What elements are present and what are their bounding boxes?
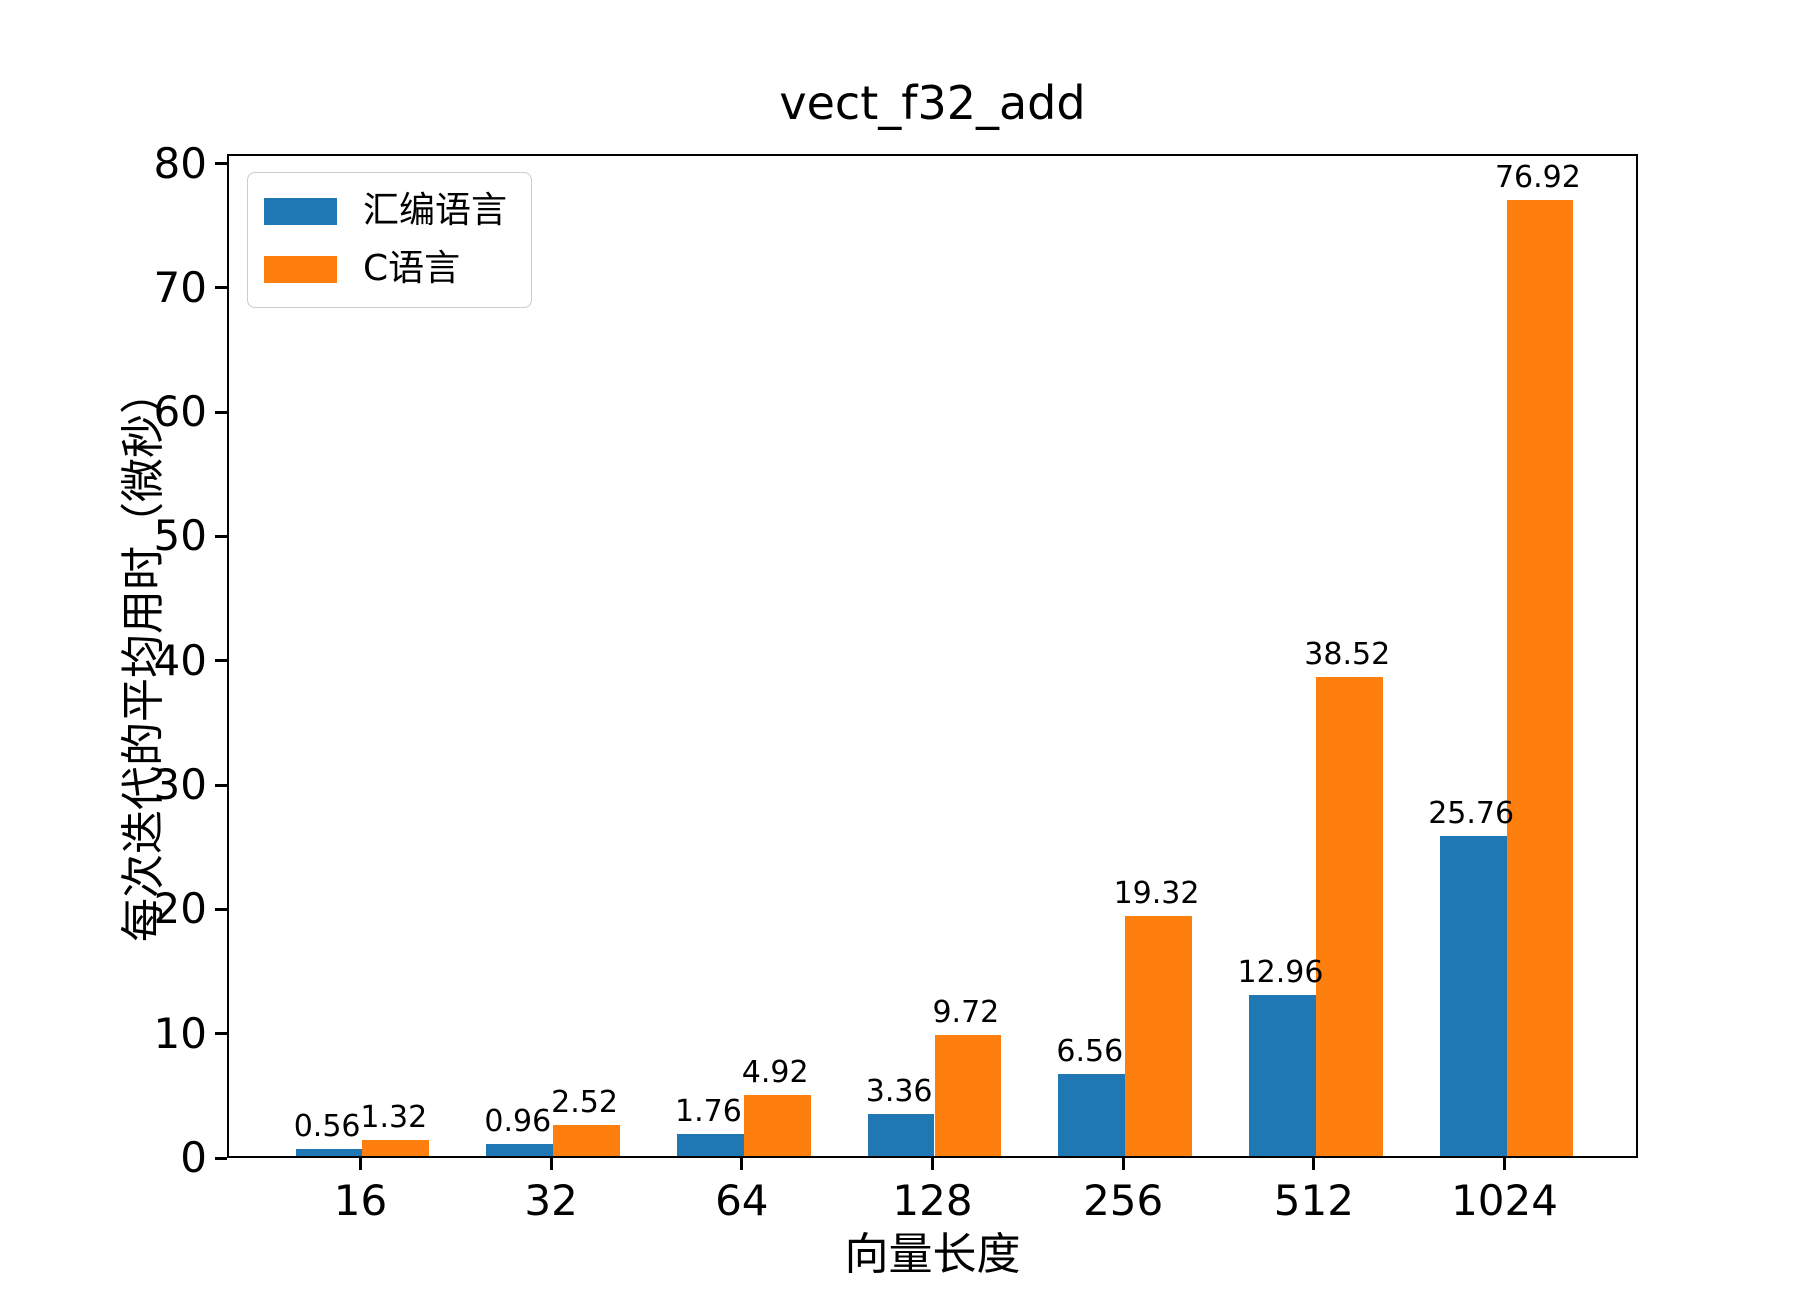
legend: 汇编语言 C语言 [247, 172, 533, 308]
bar-series1-32 [553, 1124, 620, 1156]
y-tick-mark [215, 659, 227, 663]
x-tick-mark [740, 1158, 744, 1170]
bar-series0-128 [867, 1114, 935, 1156]
x-tick-label: 128 [892, 1176, 973, 1225]
legend-entry-assembly: 汇编语言 [264, 189, 507, 233]
bar-value-label: 6.56 [1056, 1034, 1124, 1070]
bar-series0-256 [1058, 1074, 1126, 1156]
x-tick-mark [1121, 1158, 1125, 1170]
x-tick-label: 256 [1083, 1176, 1164, 1225]
y-tick-label: 30 [153, 760, 207, 810]
bar-value-label: 1.32 [360, 1099, 428, 1135]
y-tick-label: 60 [153, 387, 207, 437]
bar-series0-32 [486, 1144, 554, 1156]
bar-series0-16 [295, 1149, 363, 1156]
bar-value-label: 25.76 [1428, 795, 1515, 831]
y-tick-mark [215, 783, 227, 787]
x-tick-mark [931, 1158, 934, 1170]
bar-value-label: 19.32 [1113, 875, 1200, 911]
y-tick-label: 70 [153, 262, 207, 312]
legend-swatch-assembly [264, 197, 337, 225]
bar-series1-512 [1315, 677, 1383, 1156]
bar-value-label: 76.92 [1494, 159, 1581, 195]
bar-value-label: 2.52 [551, 1084, 618, 1120]
bar-value-label: 3.36 [865, 1074, 933, 1110]
y-tick-label: 0 [180, 1133, 207, 1182]
bar-series1-256 [1125, 915, 1192, 1156]
bar-value-label: 9.72 [932, 995, 1000, 1031]
legend-label-assembly: 汇编语言 [363, 190, 508, 231]
x-tick-label: 64 [715, 1176, 769, 1225]
bar-value-label: 0.56 [293, 1109, 361, 1145]
y-tick-label: 80 [153, 138, 207, 188]
x-tick-label: 32 [524, 1176, 578, 1225]
x-tick-mark [1503, 1158, 1507, 1170]
y-tick-mark [215, 410, 227, 414]
chart-title: vect_f32_add [779, 76, 1086, 130]
x-tick-mark [358, 1158, 362, 1170]
bar-value-label: 1.76 [675, 1094, 742, 1130]
y-tick-label: 20 [153, 884, 207, 934]
x-tick-mark [1312, 1158, 1316, 1170]
legend-entry-c: C语言 [264, 247, 507, 291]
bar-value-label: 12.96 [1237, 954, 1324, 990]
x-tick-label: 512 [1273, 1176, 1354, 1225]
y-tick-label: 40 [153, 635, 207, 685]
y-tick-mark [215, 162, 227, 166]
bar-series0-64 [677, 1134, 744, 1156]
y-tick-mark [215, 534, 227, 538]
bar-series1-128 [934, 1035, 1002, 1156]
x-tick-mark [549, 1158, 553, 1170]
y-tick-label: 10 [153, 1008, 207, 1058]
bar-series0-512 [1249, 994, 1316, 1156]
legend-label-c: C语言 [363, 248, 461, 289]
y-tick-mark [215, 1156, 227, 1160]
x-axis-label: 向量长度 [844, 1229, 1021, 1280]
y-tick-label: 50 [153, 511, 207, 561]
bar-value-label: 38.52 [1304, 637, 1391, 673]
x-tick-label: 16 [333, 1176, 388, 1225]
bar-value-label: 4.92 [741, 1054, 809, 1090]
x-tick-label: 1024 [1451, 1176, 1558, 1225]
y-tick-mark [215, 1032, 227, 1036]
bar-value-label: 0.96 [484, 1104, 552, 1140]
bar-series1-1024 [1506, 199, 1574, 1156]
y-tick-mark [215, 286, 227, 290]
bar-series0-1024 [1439, 835, 1507, 1156]
y-tick-mark [215, 907, 227, 911]
bar-series1-16 [362, 1139, 430, 1156]
plot-area [227, 154, 1638, 1158]
bar-series1-64 [743, 1094, 811, 1156]
legend-swatch-c [264, 255, 337, 283]
